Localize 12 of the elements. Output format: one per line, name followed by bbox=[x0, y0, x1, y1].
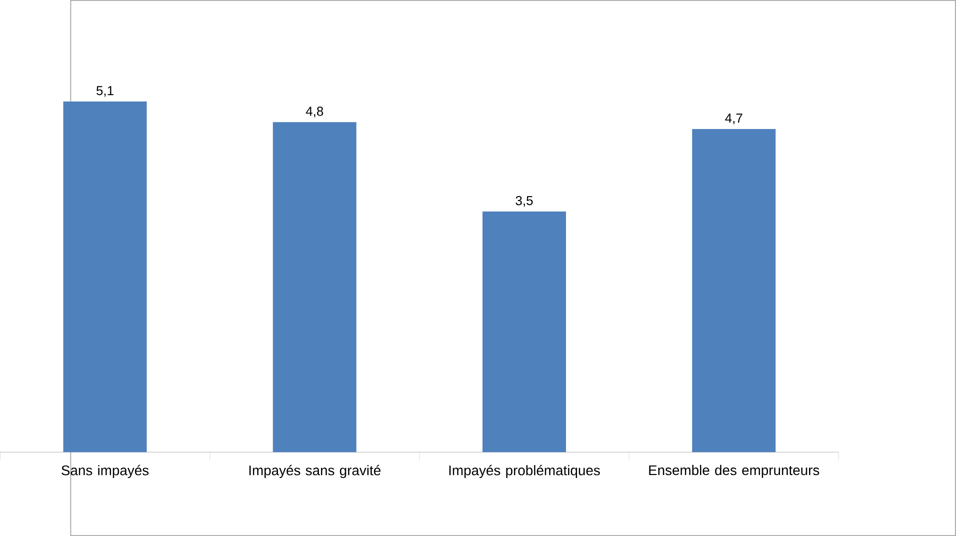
bar bbox=[63, 102, 147, 452]
x-tick-label: Impayés sans gravité bbox=[249, 464, 380, 478]
data-label: 4,7 bbox=[725, 114, 742, 124]
bar bbox=[272, 122, 356, 452]
x-tick-label: Ensemble des emprunteurs bbox=[649, 464, 820, 478]
x-tick-label: Sans impayés bbox=[62, 464, 149, 478]
data-label: 4,8 bbox=[306, 106, 324, 118]
bar bbox=[692, 129, 776, 452]
x-tick-label: Impayés problématiques bbox=[449, 464, 600, 478]
bar bbox=[482, 212, 566, 452]
data-label: 5,1 bbox=[96, 86, 114, 97]
data-label: 3,5 bbox=[516, 196, 533, 207]
